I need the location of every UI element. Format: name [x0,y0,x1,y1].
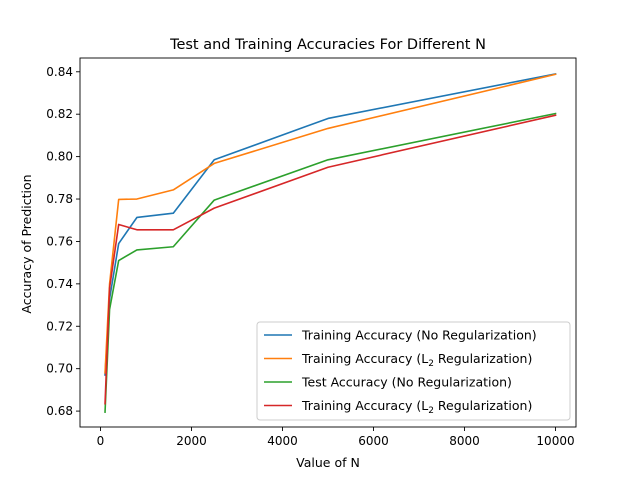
legend-label-1: Training Accuracy (No Regularization) [301,328,537,343]
legend-label-3: Test Accuracy (No Regularization) [301,375,512,390]
legend-box [256,321,571,421]
plot-frame [79,57,577,428]
plot-lines [104,72,557,413]
x-tick-label: 0 [97,434,105,448]
x-tick-label: 4000 [267,434,298,448]
series-line-3 [104,112,557,413]
y-tick-label: 0.78 [46,192,73,206]
legend-label-4: Training Accuracy (L2 Regularization) [301,398,532,416]
legend: Training Accuracy (No Regularization) Tra… [256,321,571,421]
axes [79,57,577,428]
y-tick-label: 0.70 [46,362,73,376]
y-tick-label: 0.68 [46,404,73,418]
y-tick-label: 0.76 [46,234,73,248]
y-tick-label: 0.74 [46,277,73,291]
series-line-2 [104,73,557,374]
chart-title: Test and Training Accuracies For Differe… [169,37,486,53]
x-axis-label: Value of N [296,455,360,470]
x-axis-ticks: 0 2000 4000 6000 8000 10000 [97,427,575,448]
y-tick-label: 0.80 [46,150,73,164]
y-axis-label: Accuracy of Prediction [19,174,34,313]
x-tick-label: 8000 [449,434,480,448]
legend-label-2: Training Accuracy (L2 Regularization) [301,351,532,369]
y-tick-label: 0.82 [46,107,73,121]
series-line-4 [104,114,557,405]
y-tick-label: 0.72 [46,319,73,333]
x-tick-label: 2000 [176,434,207,448]
x-tick-label: 10000 [536,434,574,448]
y-tick-label: 0.84 [46,65,73,79]
x-tick-label: 6000 [358,434,389,448]
series-line-1 [104,72,557,376]
y-axis-ticks: 0.68 0.70 0.72 0.74 0.76 0.78 0.80 0.82 0.84 [46,65,80,418]
